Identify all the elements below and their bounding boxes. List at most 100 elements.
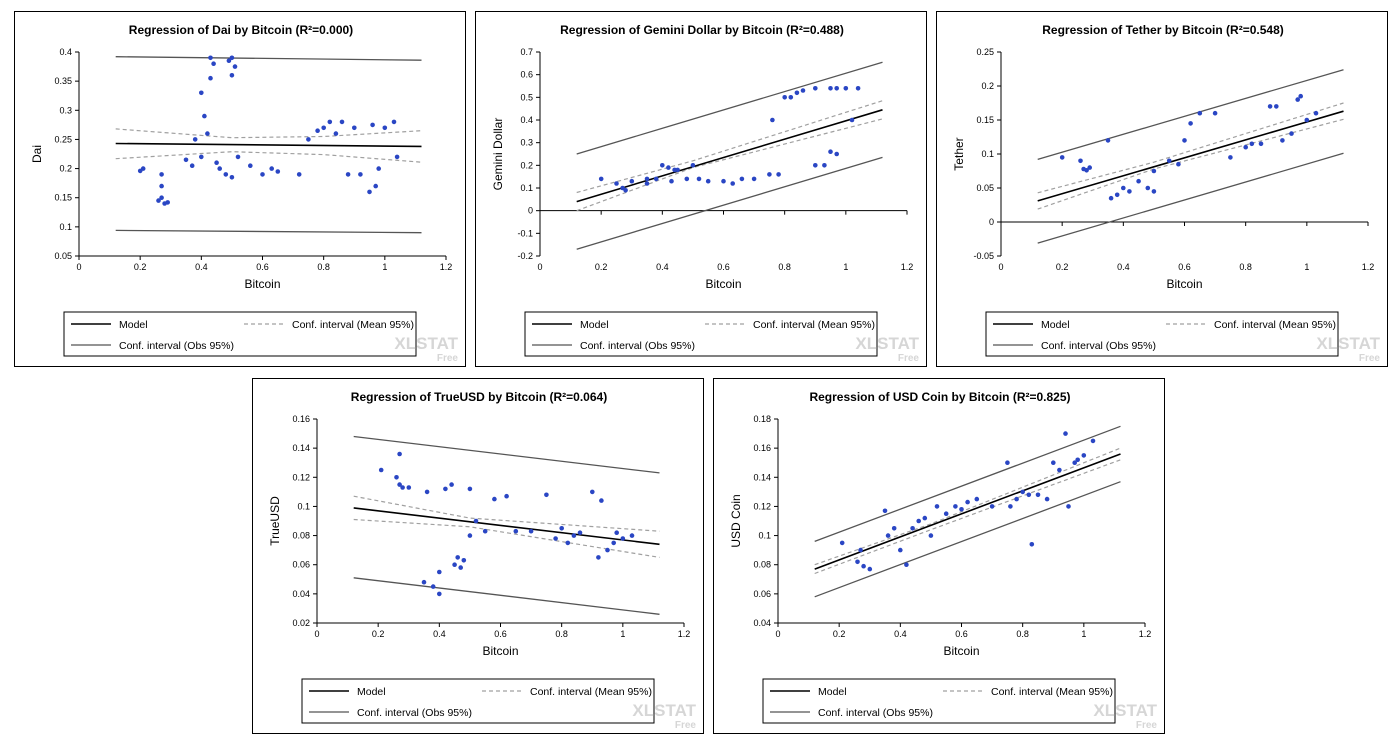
data-point	[611, 540, 616, 546]
data-point	[782, 95, 787, 100]
data-point	[885, 533, 891, 538]
chart-svg-gemini-dollar: Regression of Gemini Dollar by Bitcoin (…	[491, 23, 920, 364]
chart-panel-gemini-dollar: Regression of Gemini Dollar by Bitcoin (…	[475, 11, 927, 367]
obs-ci-lower-line	[115, 229, 422, 234]
data-point	[599, 498, 604, 503]
data-point	[1298, 93, 1303, 99]
data-point	[1289, 131, 1294, 136]
data-point	[577, 530, 583, 535]
watermark-logo: XLSTAT	[632, 701, 696, 720]
data-point	[867, 566, 873, 572]
y-axis-label: USD Coin	[729, 494, 743, 547]
x-tick-label: 1.2	[440, 262, 453, 272]
data-point	[553, 536, 558, 541]
model-line	[115, 142, 422, 148]
x-tick-label: 0.8	[555, 629, 568, 639]
data-point	[437, 569, 442, 575]
data-point	[690, 163, 696, 168]
data-point	[296, 172, 302, 177]
x-tick-label: 0.8	[1016, 629, 1029, 639]
y-tick-label: 0.15	[54, 193, 72, 203]
legend-mean-ci-label: Conf. interval (Mean 95%)	[753, 319, 875, 331]
data-point	[855, 559, 860, 565]
data-point	[1105, 138, 1111, 143]
obs-ci-lower-line	[814, 481, 1121, 598]
data-point	[1249, 141, 1255, 147]
chart-title: Regression of TrueUSD by Bitcoin (R²=0.0…	[351, 390, 607, 404]
data-point	[327, 119, 333, 125]
data-point	[928, 533, 934, 538]
model-line	[814, 453, 1121, 570]
data-point	[208, 75, 213, 81]
legend-obs-ci-label: Conf. interval (Obs 95%)	[818, 707, 933, 719]
data-point	[232, 64, 238, 69]
data-point	[504, 493, 509, 499]
data-point	[605, 547, 610, 553]
y-tick-label: 0.08	[292, 531, 310, 541]
data-point	[1228, 155, 1233, 160]
data-point	[858, 547, 863, 553]
watermark-tier: Free	[1359, 353, 1381, 364]
legend-mean-ci-label: Conf. interval (Mean 95%)	[292, 319, 414, 331]
data-point	[1274, 104, 1279, 109]
y-tick-label: 0.16	[292, 414, 310, 424]
y-tick-label: 0.25	[976, 47, 994, 57]
data-point	[229, 175, 235, 180]
data-point	[813, 86, 818, 91]
data-point	[660, 163, 665, 168]
x-tick-label: 0.6	[256, 262, 269, 272]
data-point	[1182, 138, 1187, 143]
data-point	[559, 526, 564, 531]
y-tick-label: 0.1	[297, 501, 310, 511]
data-point	[739, 176, 745, 182]
legend-obs-ci-label: Conf. interval (Obs 95%)	[580, 340, 695, 352]
data-point	[1267, 104, 1273, 109]
data-point	[492, 496, 497, 502]
data-point	[358, 172, 363, 177]
x-tick-label: 0.8	[1239, 262, 1252, 272]
chart-title: Regression of Gemini Dollar by Bitcoin (…	[560, 23, 844, 37]
model-line	[353, 507, 660, 546]
data-point	[696, 176, 702, 182]
legend-model-label: Model	[119, 319, 148, 331]
data-point	[644, 176, 650, 182]
data-point	[623, 188, 628, 193]
x-tick-label: 1	[1304, 262, 1309, 272]
data-point	[430, 584, 436, 589]
data-point	[1044, 496, 1050, 502]
obs-ci-lower-line	[1037, 152, 1344, 244]
watermark-tier: Free	[898, 353, 920, 364]
data-point	[730, 181, 735, 186]
data-point	[467, 533, 473, 538]
obs-ci-lower-line	[353, 577, 660, 615]
data-point	[828, 86, 833, 91]
y-tick-label: 0	[528, 206, 533, 216]
data-point	[159, 183, 164, 189]
data-point	[614, 181, 619, 186]
data-point	[788, 95, 794, 100]
data-point	[345, 172, 351, 177]
chart-panel-trueusd: Regression of TrueUSD by Bitcoin (R²=0.0…	[252, 378, 704, 734]
data-point	[1008, 504, 1013, 509]
data-point	[684, 176, 690, 182]
obs-ci-upper-line	[1037, 69, 1344, 161]
x-tick-label: 0.2	[372, 629, 385, 639]
chart-panel-usd-coin: Regression of USD Coin by Bitcoin (R²=0.…	[713, 378, 1165, 734]
data-point	[565, 540, 571, 546]
legend-box	[985, 311, 1339, 357]
data-point	[620, 536, 626, 541]
x-tick-label: 0.4	[894, 629, 907, 639]
data-point	[1051, 460, 1056, 465]
data-point	[376, 166, 382, 171]
mean-ci-upper-line	[115, 128, 422, 139]
data-point	[482, 528, 488, 534]
data-point	[916, 518, 921, 524]
obs-ci-upper-line	[115, 56, 422, 61]
data-point	[800, 88, 806, 93]
data-point	[397, 482, 402, 487]
data-point	[596, 555, 601, 560]
data-point	[904, 562, 909, 567]
data-point	[248, 163, 253, 168]
data-point	[922, 515, 928, 521]
data-point	[406, 485, 412, 490]
